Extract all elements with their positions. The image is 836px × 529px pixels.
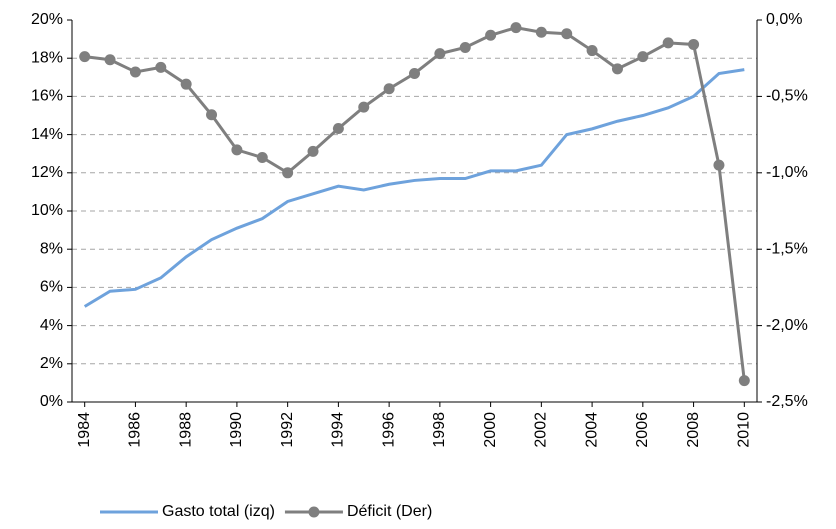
y-tick-label: 2% [40, 355, 63, 372]
y-tick-label: 6% [40, 279, 63, 296]
x-tick-label: 1990 [228, 412, 245, 448]
point [307, 145, 319, 157]
point [282, 167, 294, 179]
point [485, 29, 497, 41]
point [256, 152, 268, 164]
point [738, 375, 750, 387]
y2-tick-label: 0,0% [766, 11, 802, 28]
point [510, 22, 522, 34]
x-tick-label: 2002 [533, 412, 550, 448]
point [586, 45, 598, 57]
point [688, 38, 700, 50]
y2-tick-label: -2,0% [766, 317, 808, 334]
y2-tick-label: -1,5% [766, 240, 808, 257]
x-tick-label: 1998 [431, 412, 448, 448]
y2-tick-label: -2,5% [766, 393, 808, 410]
series-line [83, 68, 745, 308]
x-tick-label: 1996 [380, 412, 397, 448]
x-tick-label: 1986 [127, 412, 144, 448]
point [332, 122, 344, 134]
point [104, 54, 116, 66]
x-tick-label: 2006 [634, 412, 651, 448]
point [206, 109, 218, 121]
point [434, 48, 446, 60]
point [637, 51, 649, 63]
y-tick-label: 12% [31, 164, 63, 181]
x-tick-label: 1994 [330, 412, 347, 448]
y2-tick-label: -1,0% [766, 164, 808, 181]
point [155, 61, 167, 73]
point [383, 83, 395, 95]
x-tick-label: 2004 [583, 412, 600, 448]
point [79, 51, 91, 63]
y-tick-label: 0% [40, 393, 63, 410]
x-tick-label: 2008 [685, 412, 702, 448]
x-tick-label: 2010 [736, 412, 753, 448]
y-tick-label: 18% [31, 49, 63, 66]
point [231, 144, 243, 156]
point [409, 67, 420, 79]
x-tick-label: 1988 [177, 412, 194, 448]
point [535, 26, 547, 38]
point [358, 101, 370, 113]
y2-tick-label: -0,5% [766, 88, 808, 105]
point [561, 28, 573, 40]
x-tick-label: 2000 [482, 412, 499, 448]
y-tick-label: 20% [31, 11, 63, 28]
point [662, 37, 674, 49]
point [611, 63, 623, 75]
point [129, 66, 141, 78]
x-tick-label: 1984 [76, 412, 93, 448]
y-tick-label: 4% [40, 317, 63, 334]
legend-marker [308, 506, 320, 518]
legend-label: Gasto total (izq) [162, 503, 275, 520]
x-tick-label: 1992 [279, 412, 296, 448]
y-tick-label: 16% [31, 88, 63, 105]
point [459, 42, 471, 54]
point [713, 159, 725, 171]
legend-label: Déficit (Der) [347, 503, 432, 520]
point [180, 78, 192, 90]
y-tick-label: 14% [31, 126, 63, 143]
y-tick-label: 8% [40, 240, 63, 257]
y-tick-label: 10% [31, 202, 63, 219]
